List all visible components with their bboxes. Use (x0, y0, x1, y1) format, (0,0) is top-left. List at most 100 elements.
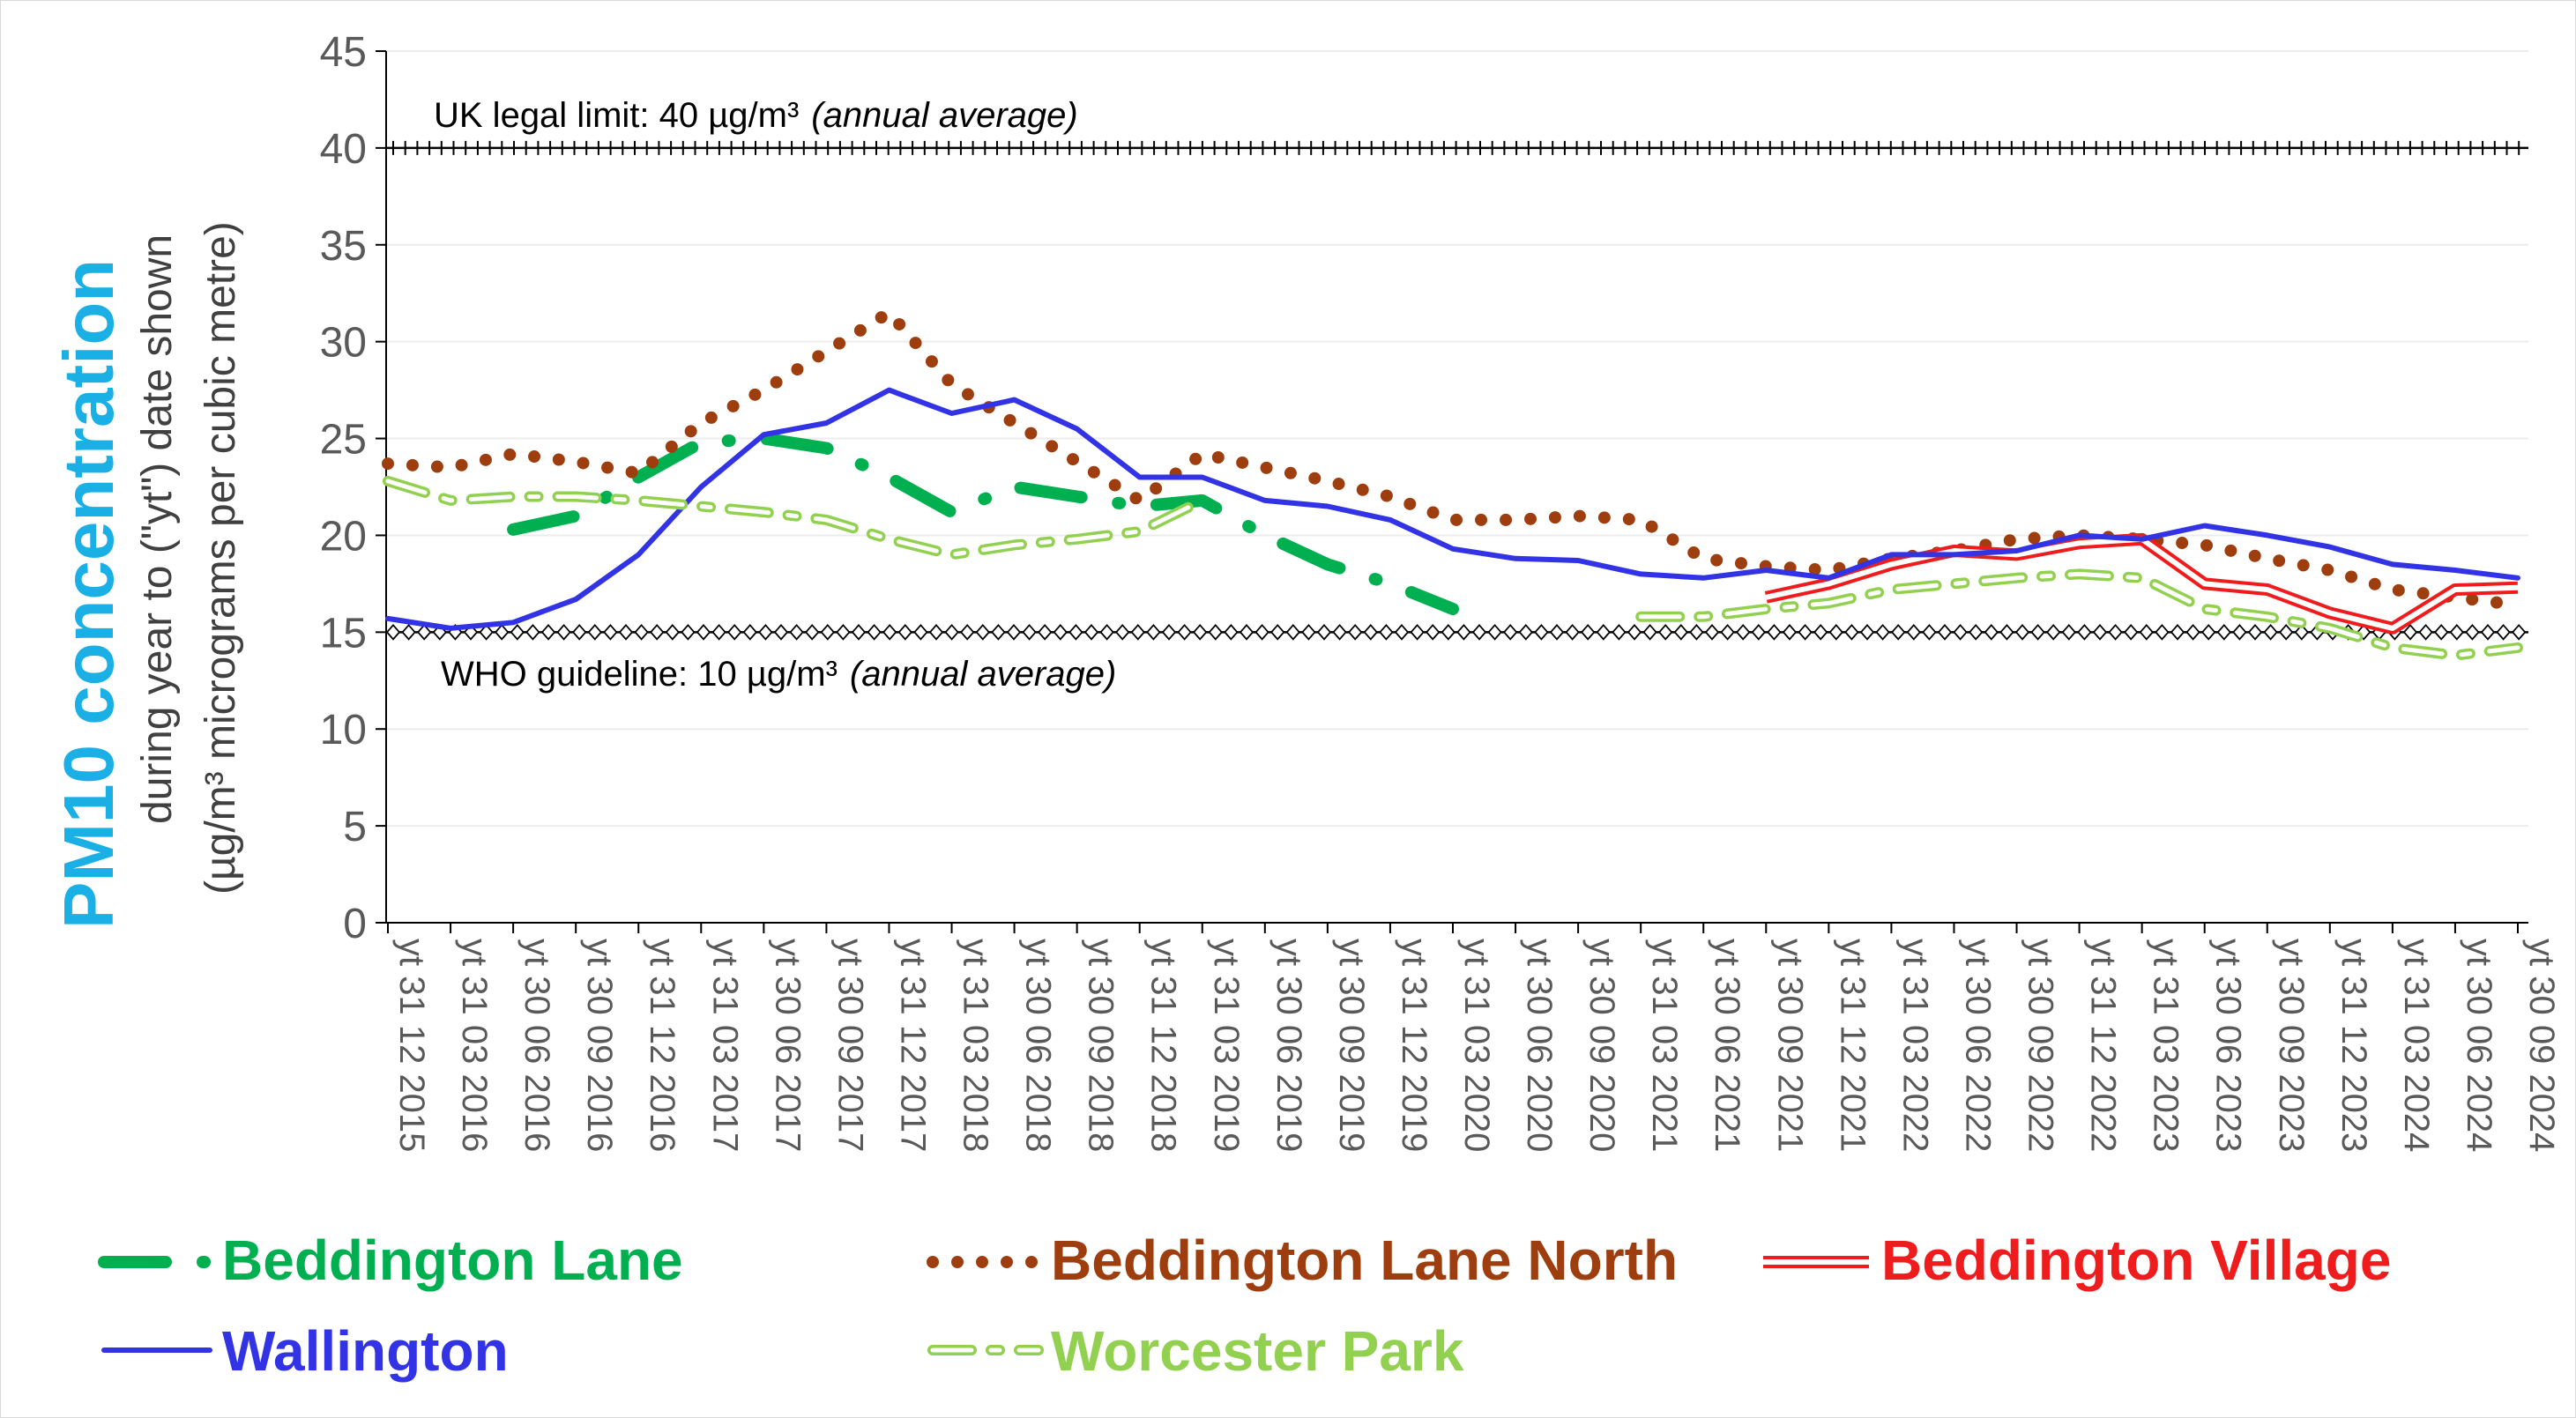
who-guideline-marker (1348, 623, 1363, 641)
who-guideline-marker (1969, 623, 1984, 641)
axes (376, 50, 2528, 933)
x-tick-label: yt 30 06 2020 (1520, 939, 1559, 1152)
who-guideline-marker (960, 623, 975, 641)
who-guideline-marker (1426, 623, 1441, 641)
who-guideline-marker (1161, 623, 1177, 641)
who-guideline-marker (2512, 623, 2527, 641)
who-guideline-marker (944, 623, 959, 641)
uk-limit-label: UK legal limit: 40 µg/m³ (annual average) (434, 96, 1078, 135)
who-guideline-marker (1673, 623, 1688, 641)
who-guideline-marker (1937, 623, 1953, 641)
who-guideline-marker (1471, 623, 1487, 641)
legend: Beddington Lane Beddington Lane North Be… (98, 1229, 2391, 1383)
who-guideline-marker (1053, 623, 1068, 641)
who-guideline-marker (867, 623, 882, 641)
who-guideline-marker (1068, 623, 1083, 641)
who-guideline-marker (1239, 623, 1254, 641)
who-guideline-marker (1689, 623, 1704, 641)
who-guideline-marker (1751, 623, 1766, 641)
who-guideline-marker (1984, 623, 1999, 641)
who-guideline-marker (2465, 623, 2480, 641)
legend-label-beddington-lane-north: Beddington Lane North (1051, 1229, 1678, 1292)
who-guideline-marker (789, 623, 804, 641)
x-tick-label: yt 31 03 2023 (2147, 939, 2185, 1152)
who-guideline-marker (1316, 623, 1332, 641)
y-tick-label: 35 (320, 223, 367, 270)
legend-item-wallington: Wallington (101, 1319, 509, 1383)
who-guideline-marker (1115, 623, 1130, 641)
y-tick-labels: 0 5 10 15 20 25 30 35 40 45 (320, 29, 367, 947)
who-guideline-marker (1193, 623, 1208, 641)
who-guideline-marker (1099, 623, 1114, 641)
who-guideline-marker (1736, 623, 1751, 641)
who-guideline-marker (1627, 623, 1642, 641)
ylabel-main: PM10 concentration (49, 259, 128, 929)
x-tick-label: yt 31 03 2024 (2397, 939, 2436, 1152)
who-guideline-marker (2449, 623, 2464, 641)
who-guideline-marker (975, 623, 990, 641)
x-tick-label: yt 31 03 2018 (957, 939, 995, 1152)
who-guideline-marker (603, 623, 618, 641)
who-guideline-marker (2124, 623, 2139, 641)
series-line-beddington-lane-north (382, 306, 2524, 612)
y-tick-label: 25 (320, 417, 367, 464)
x-tick-label: yt 30 09 2017 (830, 939, 869, 1152)
x-tick-label: yt 31 12 2015 (392, 939, 431, 1152)
legend-item-beddington-lane-north: Beddington Lane North (927, 1229, 1678, 1292)
y-tick-label: 10 (320, 707, 367, 754)
who-guideline-marker (913, 623, 928, 641)
who-guideline-marker (2232, 623, 2247, 641)
who-guideline-marker (851, 623, 867, 641)
x-tick-label: yt 30 06 2017 (768, 939, 807, 1152)
who-guideline-marker (1720, 623, 1735, 641)
who-guideline-marker (1565, 623, 1580, 641)
who-guideline-marker (1906, 623, 1921, 641)
who-guideline-marker (742, 623, 757, 641)
x-tick-label: yt 30 09 2021 (1770, 939, 1809, 1152)
series-line-worcester-park-inner (385, 479, 1205, 557)
x-tick-label: yt 30 06 2023 (2209, 939, 2248, 1152)
who-guideline-marker (618, 623, 634, 641)
who-guideline-marker (2185, 623, 2200, 641)
x-tick-label: yt 31 03 2019 (1207, 939, 1246, 1152)
series-lines (382, 306, 2524, 661)
who-guideline-marker (897, 623, 912, 641)
who-guideline-marker (1006, 623, 1022, 641)
who-guideline-marker (2480, 623, 2496, 641)
who-guideline-marker (836, 623, 851, 641)
who-guideline-marker (665, 623, 680, 641)
who-guideline-marker (495, 623, 510, 641)
uk-limit-label-main: UK legal limit: 40 µg/m³ (434, 96, 799, 135)
who-guideline-marker (2247, 623, 2263, 641)
ylabel-line2: (µg/m³ micrograms per cubic metre) (197, 221, 244, 895)
x-tick-label: yt 31 12 2019 (1395, 939, 1433, 1152)
who-guideline-marker (2434, 623, 2449, 641)
x-tick-label: yt 30 09 2024 (2522, 939, 2561, 1152)
who-guideline-marker (2014, 623, 2030, 641)
who-guideline-marker (1999, 623, 2014, 641)
who-guideline-marker (1828, 623, 1843, 641)
who-guideline-marker (1658, 623, 1673, 641)
reference-lines (385, 140, 2528, 641)
who-label-main: WHO guideline: 10 µg/m³ (441, 655, 838, 694)
x-tick-label: yt 31 12 2017 (893, 939, 932, 1152)
who-guideline-marker (650, 623, 665, 641)
who-guideline-marker (1767, 623, 1782, 641)
who-guideline-marker (2279, 623, 2294, 641)
x-tick-label: yt 30 09 2016 (580, 939, 619, 1152)
who-guideline-marker (1394, 623, 1410, 641)
who-guideline-marker (634, 623, 649, 641)
series-line-wallington (385, 387, 2520, 631)
x-tick-label: yt 30 06 2016 (517, 939, 556, 1152)
who-guideline-marker (2046, 623, 2061, 641)
who-guideline-marker (1146, 623, 1161, 641)
legend-label-beddington-village: Beddington Village (1881, 1229, 2391, 1292)
x-tick-label: yt 31 12 2022 (2084, 939, 2123, 1152)
who-guideline-marker (1875, 623, 1890, 641)
who-guideline-marker (1285, 623, 1300, 641)
series-line-beddington-village (1764, 532, 2519, 635)
who-guideline-marker (1270, 623, 1285, 641)
who-guideline-marker (805, 623, 820, 641)
x-tick-label: yt 30 06 2021 (1708, 939, 1746, 1152)
who-guideline-marker (2155, 623, 2170, 641)
